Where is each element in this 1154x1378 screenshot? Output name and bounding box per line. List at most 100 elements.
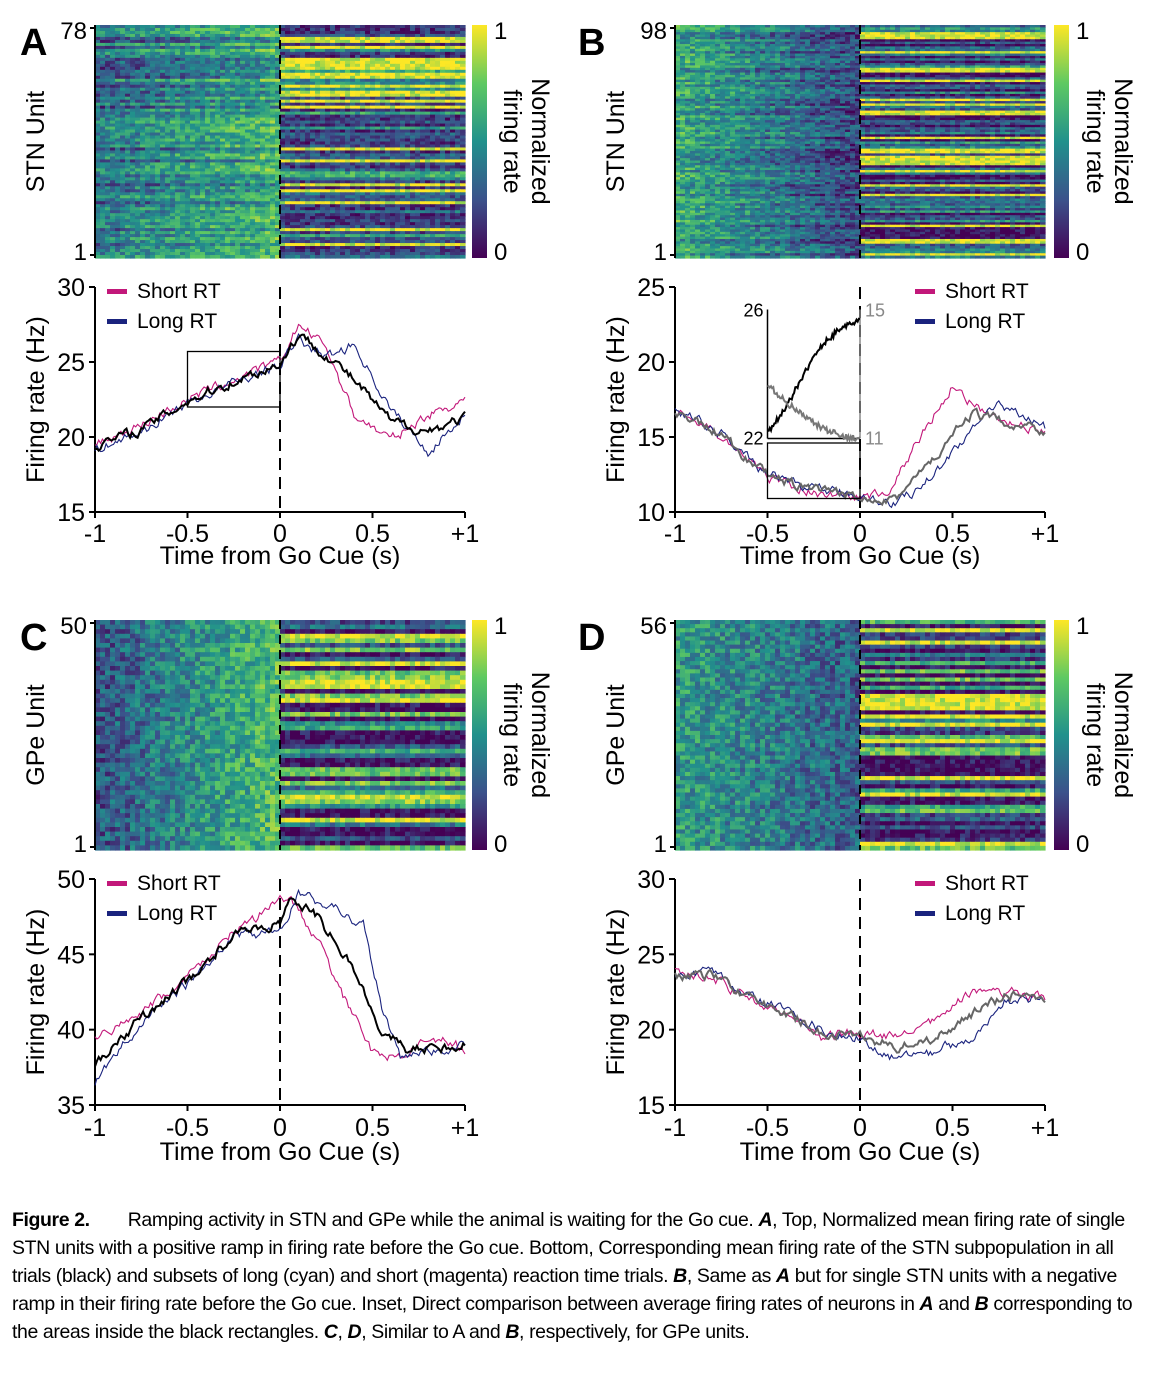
colorbar-tick-top-B: 1 xyxy=(1076,18,1089,45)
heatmap-ytick-top-A: 78 xyxy=(60,18,87,45)
ytick-B-3: 10 xyxy=(637,499,665,527)
xtick-C-3: 0.5 xyxy=(355,1114,390,1142)
panel-letter-D: D xyxy=(578,617,605,659)
inset-left-tick-top: 26 xyxy=(743,301,763,321)
ytick-A-1: 25 xyxy=(57,349,85,377)
xlabel-D: Time from Go Cue (s) xyxy=(740,1138,981,1166)
xtick-A-0: -1 xyxy=(84,520,106,548)
line-plot-D: 30 25 20 15-1 -0.5 0 0.5 +1 Time from Go Cue (s)… xyxy=(602,866,1059,1166)
heatmap-ylabel-D: GPe Unit xyxy=(602,684,630,785)
heatmap-ylabel-B: STN Unit xyxy=(602,91,630,192)
inset-series-1 xyxy=(767,384,861,444)
inset-series-0 xyxy=(767,317,861,434)
heatmap-ytick-bottom-B: 1 xyxy=(654,239,667,266)
highlight-rect-B xyxy=(766,442,861,500)
ytick-A-0: 30 xyxy=(57,274,85,302)
xtick-C-4: +1 xyxy=(451,1114,480,1142)
caption-label: Figure 2. xyxy=(12,1209,90,1231)
xtick-A-4: +1 xyxy=(451,520,480,548)
heatmap-ytick-top-D: 56 xyxy=(640,613,667,640)
panel-D: D 56 1 GPe Unit 1 0 Normalizedfiring rate 30 25 2… xyxy=(578,613,1137,1166)
ytick-B-2: 15 xyxy=(637,424,665,452)
heatmap-B xyxy=(675,25,1046,259)
series-D-2 xyxy=(674,968,1046,1054)
colorbar-A xyxy=(472,25,487,258)
legend-label-A-1: Long RT xyxy=(137,310,217,333)
figure-caption: Figure 2. Ramping activity in STN and GP… xyxy=(12,1206,1142,1346)
heatmap-A xyxy=(95,25,466,259)
heatmap-C xyxy=(95,620,466,851)
heatmap-ylabel-A: STN Unit xyxy=(22,91,50,192)
colorbar-label-B: Normalizedfiring rate xyxy=(1081,78,1137,204)
highlight-rect-A xyxy=(186,350,281,408)
ylabel-B: Firing rate (Hz) xyxy=(602,316,630,483)
heatmap-ytick-top-B: 98 xyxy=(640,18,667,45)
xtick-B-3: 0.5 xyxy=(935,520,970,548)
heatmap-ytick-bottom-C: 1 xyxy=(74,831,87,858)
legend-swatch-B-0 xyxy=(915,289,935,294)
inset-B: 26 22 15 11 xyxy=(743,301,885,449)
xtick-B-4: +1 xyxy=(1031,520,1060,548)
ylabel-D: Firing rate (Hz) xyxy=(602,909,630,1076)
xtick-A-3: 0.5 xyxy=(355,520,390,548)
xlabel-B: Time from Go Cue (s) xyxy=(740,542,981,570)
panel-A: A 78 1 STN Unit 1 0 Normalizedfiring rate 30 25 2… xyxy=(20,18,554,570)
series-B-2 xyxy=(674,407,1046,507)
panel-letter-C: C xyxy=(20,617,47,659)
ytick-D-1: 25 xyxy=(637,941,665,969)
ytick-A-3: 15 xyxy=(57,499,85,527)
xtick-D-4: +1 xyxy=(1031,1114,1060,1142)
xtick-D-2: 0 xyxy=(853,1114,867,1142)
legend-swatch-B-1 xyxy=(915,319,935,324)
panel-C: C 50 1 GPe Unit 1 0 Normalizedfiring rate 50 45 4… xyxy=(20,613,554,1166)
legend-label-C-0: Short RT xyxy=(137,872,221,895)
xtick-C-0: -1 xyxy=(84,1114,106,1142)
xtick-B-0: -1 xyxy=(664,520,686,548)
colorbar-tick-top-A: 1 xyxy=(494,18,507,45)
xtick-A-1: -0.5 xyxy=(166,520,209,548)
legend-label-D-0: Short RT xyxy=(945,872,1029,895)
colorbar-tick-bottom-C: 0 xyxy=(494,831,507,858)
xlabel-A: Time from Go Cue (s) xyxy=(160,542,401,570)
ylabel-A: Firing rate (Hz) xyxy=(22,316,50,483)
panel-letter-B: B xyxy=(578,22,605,64)
legend-swatch-A-1 xyxy=(107,319,127,324)
ytick-B-0: 25 xyxy=(637,274,665,302)
heatmap-D xyxy=(675,620,1046,851)
caption-text: Ramping activity in STN and GPe while th… xyxy=(12,1209,1133,1343)
legend-swatch-C-0 xyxy=(107,881,127,886)
heatmap-ytick-bottom-D: 1 xyxy=(654,831,667,858)
legend-swatch-D-0 xyxy=(915,881,935,886)
colorbar-label-A: Normalizedfiring rate xyxy=(498,78,554,204)
colorbar-tick-bottom-D: 0 xyxy=(1076,831,1089,858)
xtick-B-2: 0 xyxy=(853,520,867,548)
panel-letter-A: A xyxy=(20,22,47,64)
ytick-D-0: 30 xyxy=(637,866,665,894)
ytick-D-2: 20 xyxy=(637,1017,665,1045)
legend-swatch-D-1 xyxy=(915,911,935,916)
ytick-C-2: 40 xyxy=(57,1017,85,1045)
line-plot-C: 50 45 40 35-1 -0.5 0 0.5 +1 Time from Go Cue (s)… xyxy=(22,866,479,1166)
inset-left-tick-bottom: 22 xyxy=(743,429,763,449)
xtick-D-1: -0.5 xyxy=(746,1114,789,1142)
ytick-B-1: 20 xyxy=(637,349,665,377)
inset-right-tick-top: 15 xyxy=(865,301,885,321)
colorbar-label-D: Normalizedfiring rate xyxy=(1081,672,1137,798)
legend-label-D-1: Long RT xyxy=(945,902,1025,925)
xtick-B-1: -0.5 xyxy=(746,520,789,548)
xtick-D-0: -1 xyxy=(664,1114,686,1142)
xtick-A-2: 0 xyxy=(273,520,287,548)
colorbar-tick-top-C: 1 xyxy=(494,613,507,640)
legend-swatch-A-0 xyxy=(107,289,127,294)
colorbar-tick-bottom-B: 0 xyxy=(1076,239,1089,266)
colorbar-B xyxy=(1054,25,1069,258)
heatmap-ytick-bottom-A: 1 xyxy=(74,239,87,266)
series-C-2 xyxy=(94,897,466,1067)
ytick-C-3: 35 xyxy=(57,1092,85,1120)
legend-label-B-1: Long RT xyxy=(945,310,1025,333)
ytick-C-0: 50 xyxy=(57,866,85,894)
heatmap-ytick-top-C: 50 xyxy=(60,613,87,640)
colorbar-tick-top-D: 1 xyxy=(1076,613,1089,640)
